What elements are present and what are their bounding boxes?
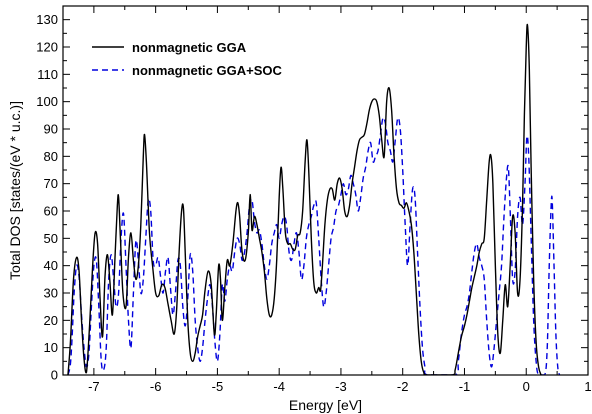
x-tick-label: -4 [273,379,285,394]
y-tick-label: 90 [44,122,58,137]
x-axis-label: Energy [eV] [289,397,362,413]
y-tick-label: 100 [36,94,58,109]
legend-label-gga: nonmagnetic GGA [132,40,247,55]
x-tick-label: -1 [459,379,471,394]
series-line-gga-soc [67,116,561,375]
x-tick-label: -2 [397,379,409,394]
y-tick-label: 80 [44,149,58,164]
y-tick-label: 60 [44,204,58,219]
y-tick-label: 20 [44,313,58,328]
x-tick-label: -3 [335,379,347,394]
legend: nonmagnetic GGA nonmagnetic GGA+SOC [92,40,282,78]
y-tick-label: 120 [36,40,58,55]
x-tick-label: -7 [88,379,100,394]
x-tick-label: 1 [584,379,591,394]
legend-label-gga-soc: nonmagnetic GGA+SOC [132,63,282,78]
plot-frame [62,5,589,376]
y-tick-label: 10 [44,340,58,355]
y-tick-label: 110 [37,67,58,82]
ticks-group: -7 -6 -5 -4 -3 -2 -1 0 1010203040506070809010011… [36,6,592,394]
x-tick-label: -6 [150,379,162,394]
series-group [67,23,561,375]
y-tick-label: 70 [44,176,58,191]
y-tick-label: 50 [44,231,58,246]
y-tick-label: 30 [44,286,58,301]
y-tick-label: 40 [44,258,58,273]
series-line-gga [67,23,542,375]
y-tick-label: 0 [51,368,58,383]
x-tick-label: 0 [523,379,530,394]
x-tick-label: -5 [212,379,224,394]
y-tick-label: 130 [36,12,58,27]
y-axis-label: Total DOS [states/(eV * u.c.)] [7,101,23,280]
